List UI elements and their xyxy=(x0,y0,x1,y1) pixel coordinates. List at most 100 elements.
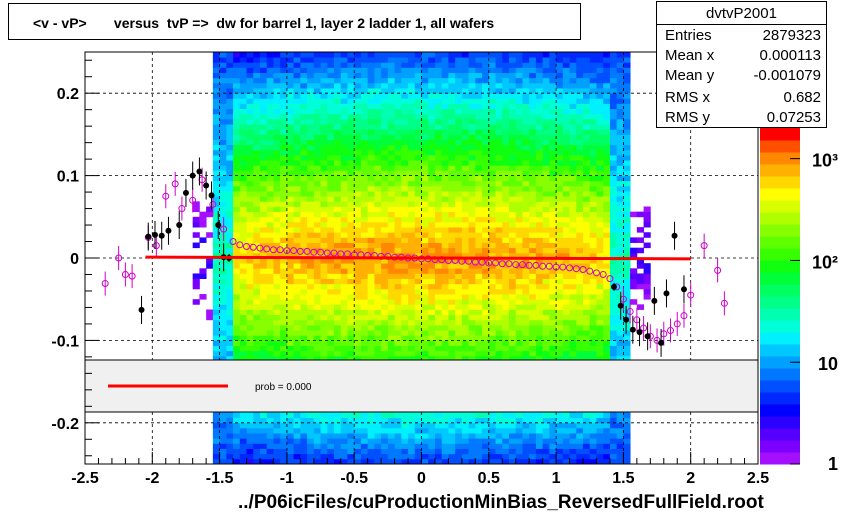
heatmap-cell xyxy=(562,93,570,99)
heatmap-cell xyxy=(522,355,530,362)
heatmap-cell xyxy=(475,283,483,290)
heatmap-cell xyxy=(549,139,557,146)
heatmap-cell xyxy=(482,448,490,455)
heatmap-cell xyxy=(313,258,321,264)
heatmap-cell xyxy=(219,170,227,176)
heatmap-cell xyxy=(461,98,470,104)
heatmap-cell xyxy=(354,330,362,336)
heatmap-cell xyxy=(374,355,382,362)
heatmap-cell xyxy=(266,98,274,104)
heatmap-cell xyxy=(488,438,496,444)
heatmap-cell xyxy=(616,237,624,243)
heatmap-cell xyxy=(609,108,618,115)
heatmap-cell xyxy=(616,175,624,182)
heatmap-cell xyxy=(603,52,611,58)
heatmap-cell xyxy=(576,330,584,336)
heatmap-cell xyxy=(596,108,604,115)
heatmap-cell xyxy=(307,345,315,352)
heatmap-cell xyxy=(522,330,530,336)
heatmap-cell xyxy=(273,93,281,99)
heatmap-cell xyxy=(300,314,308,321)
heatmap-cell xyxy=(327,294,335,300)
heatmap-cell xyxy=(327,62,335,68)
heatmap-cell xyxy=(246,448,254,455)
heatmap-cell xyxy=(434,278,443,285)
heatmap-cell xyxy=(226,345,234,352)
heatmap-cell xyxy=(428,299,436,305)
heatmap-cell xyxy=(401,283,409,290)
heatmap-cell xyxy=(300,170,308,176)
heatmap-cell xyxy=(233,443,241,449)
heatmap-cell xyxy=(434,191,443,197)
heatmap-cell xyxy=(434,113,443,120)
heatmap-cell xyxy=(616,103,624,110)
heatmap-cell xyxy=(455,191,463,197)
heatmap-cell xyxy=(286,314,295,321)
heatmap-cell xyxy=(535,422,544,429)
heatmap-cell xyxy=(233,77,241,84)
heatmap-cell xyxy=(562,283,570,290)
heatmap-cell xyxy=(576,283,584,290)
heatmap-cell xyxy=(334,453,342,460)
heatmap-cell xyxy=(589,134,597,140)
heatmap-cell xyxy=(320,443,328,449)
heatmap-cell xyxy=(535,299,544,305)
heatmap-cell xyxy=(515,309,523,316)
heatmap-cell xyxy=(327,427,335,434)
heatmap-cell xyxy=(502,438,510,444)
heatmap-cell xyxy=(428,268,436,274)
heatmap-cell xyxy=(508,149,517,156)
heatmap-cell xyxy=(360,288,369,295)
heatmap-cell xyxy=(482,118,490,125)
heatmap-cell xyxy=(448,77,456,84)
heatmap-cell xyxy=(515,118,523,125)
heatmap-cell xyxy=(441,221,449,228)
heatmap-cell xyxy=(441,319,449,326)
heatmap-cell xyxy=(414,242,422,249)
heatmap-cell xyxy=(334,458,342,464)
heatmap-cell xyxy=(535,103,544,110)
heatmap-cell xyxy=(219,340,227,346)
heatmap-cell xyxy=(535,149,544,156)
heatmap-cell xyxy=(616,134,624,140)
heatmap-cell xyxy=(495,417,503,424)
heatmap-cell xyxy=(280,232,288,238)
heatmap-cell xyxy=(603,93,611,99)
heatmap-cell xyxy=(603,134,611,140)
heatmap-cell xyxy=(495,283,503,290)
heatmap-cell xyxy=(428,355,436,362)
heatmap-cell xyxy=(354,443,362,449)
heatmap-cell xyxy=(401,72,409,79)
heatmap-cell xyxy=(549,433,557,439)
heatmap-cell xyxy=(374,175,382,182)
heatmap-cell xyxy=(300,304,308,310)
heatmap-cell xyxy=(583,227,591,233)
heatmap-cell xyxy=(508,319,517,326)
heatmap-cell xyxy=(488,258,496,264)
heatmap-cell xyxy=(549,185,557,192)
heatmap-cell xyxy=(495,216,503,223)
heatmap-cell xyxy=(623,258,631,264)
heatmap-cell xyxy=(529,273,537,279)
heatmap-cell xyxy=(313,438,321,444)
heatmap-cell xyxy=(387,355,395,362)
heatmap-cell xyxy=(327,155,335,161)
heatmap-cell xyxy=(394,124,402,130)
heatmap-cell xyxy=(360,458,369,464)
heatmap-cell xyxy=(495,232,503,238)
heatmap-cell xyxy=(542,185,550,192)
heatmap-cell xyxy=(212,118,220,125)
heatmap-cell xyxy=(253,201,261,207)
heatmap-cell xyxy=(508,345,517,352)
heatmap-cell xyxy=(401,129,409,135)
heatmap-cell xyxy=(556,165,564,171)
heatmap-cell xyxy=(367,294,375,300)
heatmap-cell xyxy=(394,340,402,346)
heatmap-cell xyxy=(381,427,389,434)
heatmap-cell xyxy=(576,216,584,223)
heatmap-cell xyxy=(428,108,436,115)
heatmap-cell xyxy=(266,427,274,434)
heatmap-cell xyxy=(556,268,564,274)
heatmap-cell xyxy=(609,72,618,79)
heatmap-cell xyxy=(212,443,220,449)
